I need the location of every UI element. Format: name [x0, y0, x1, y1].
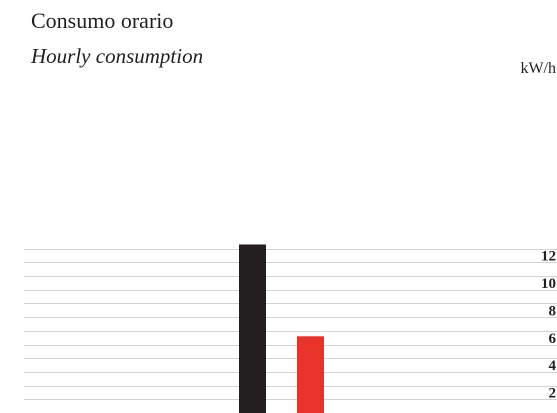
y-tick-labels: 2 4 6 8 10 12 — [541, 249, 557, 402]
y-tick-label: 8 — [549, 303, 557, 319]
bar — [297, 336, 324, 413]
y-tick-label: 6 — [549, 331, 557, 347]
chart-title: Consumo orario — [31, 8, 174, 33]
y-axis-unit-label: kW/h — [520, 60, 556, 77]
grid-lines — [24, 249, 557, 400]
y-tick-label: 10 — [541, 276, 556, 292]
bar — [239, 244, 266, 413]
y-tick-label: 12 — [541, 249, 556, 265]
chart-subtitle: Hourly consumption — [31, 44, 204, 68]
y-tick-label: 4 — [549, 358, 557, 374]
y-tick-label: 2 — [549, 386, 557, 402]
bars — [239, 244, 324, 413]
